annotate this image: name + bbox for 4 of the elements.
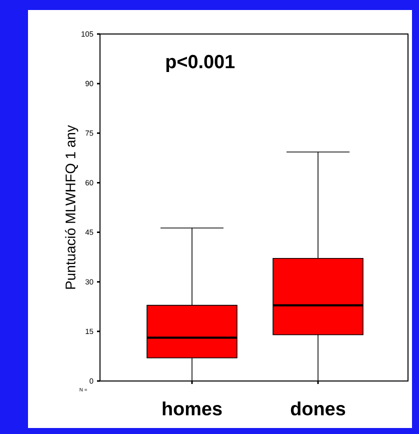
y-axis-title: Puntuació MLWHFQ 1 any — [65, 125, 78, 289]
annotation: p<0.001 — [166, 54, 235, 72]
x-tick-label: dones — [290, 402, 346, 416]
x-tick-label: homes — [162, 402, 222, 416]
